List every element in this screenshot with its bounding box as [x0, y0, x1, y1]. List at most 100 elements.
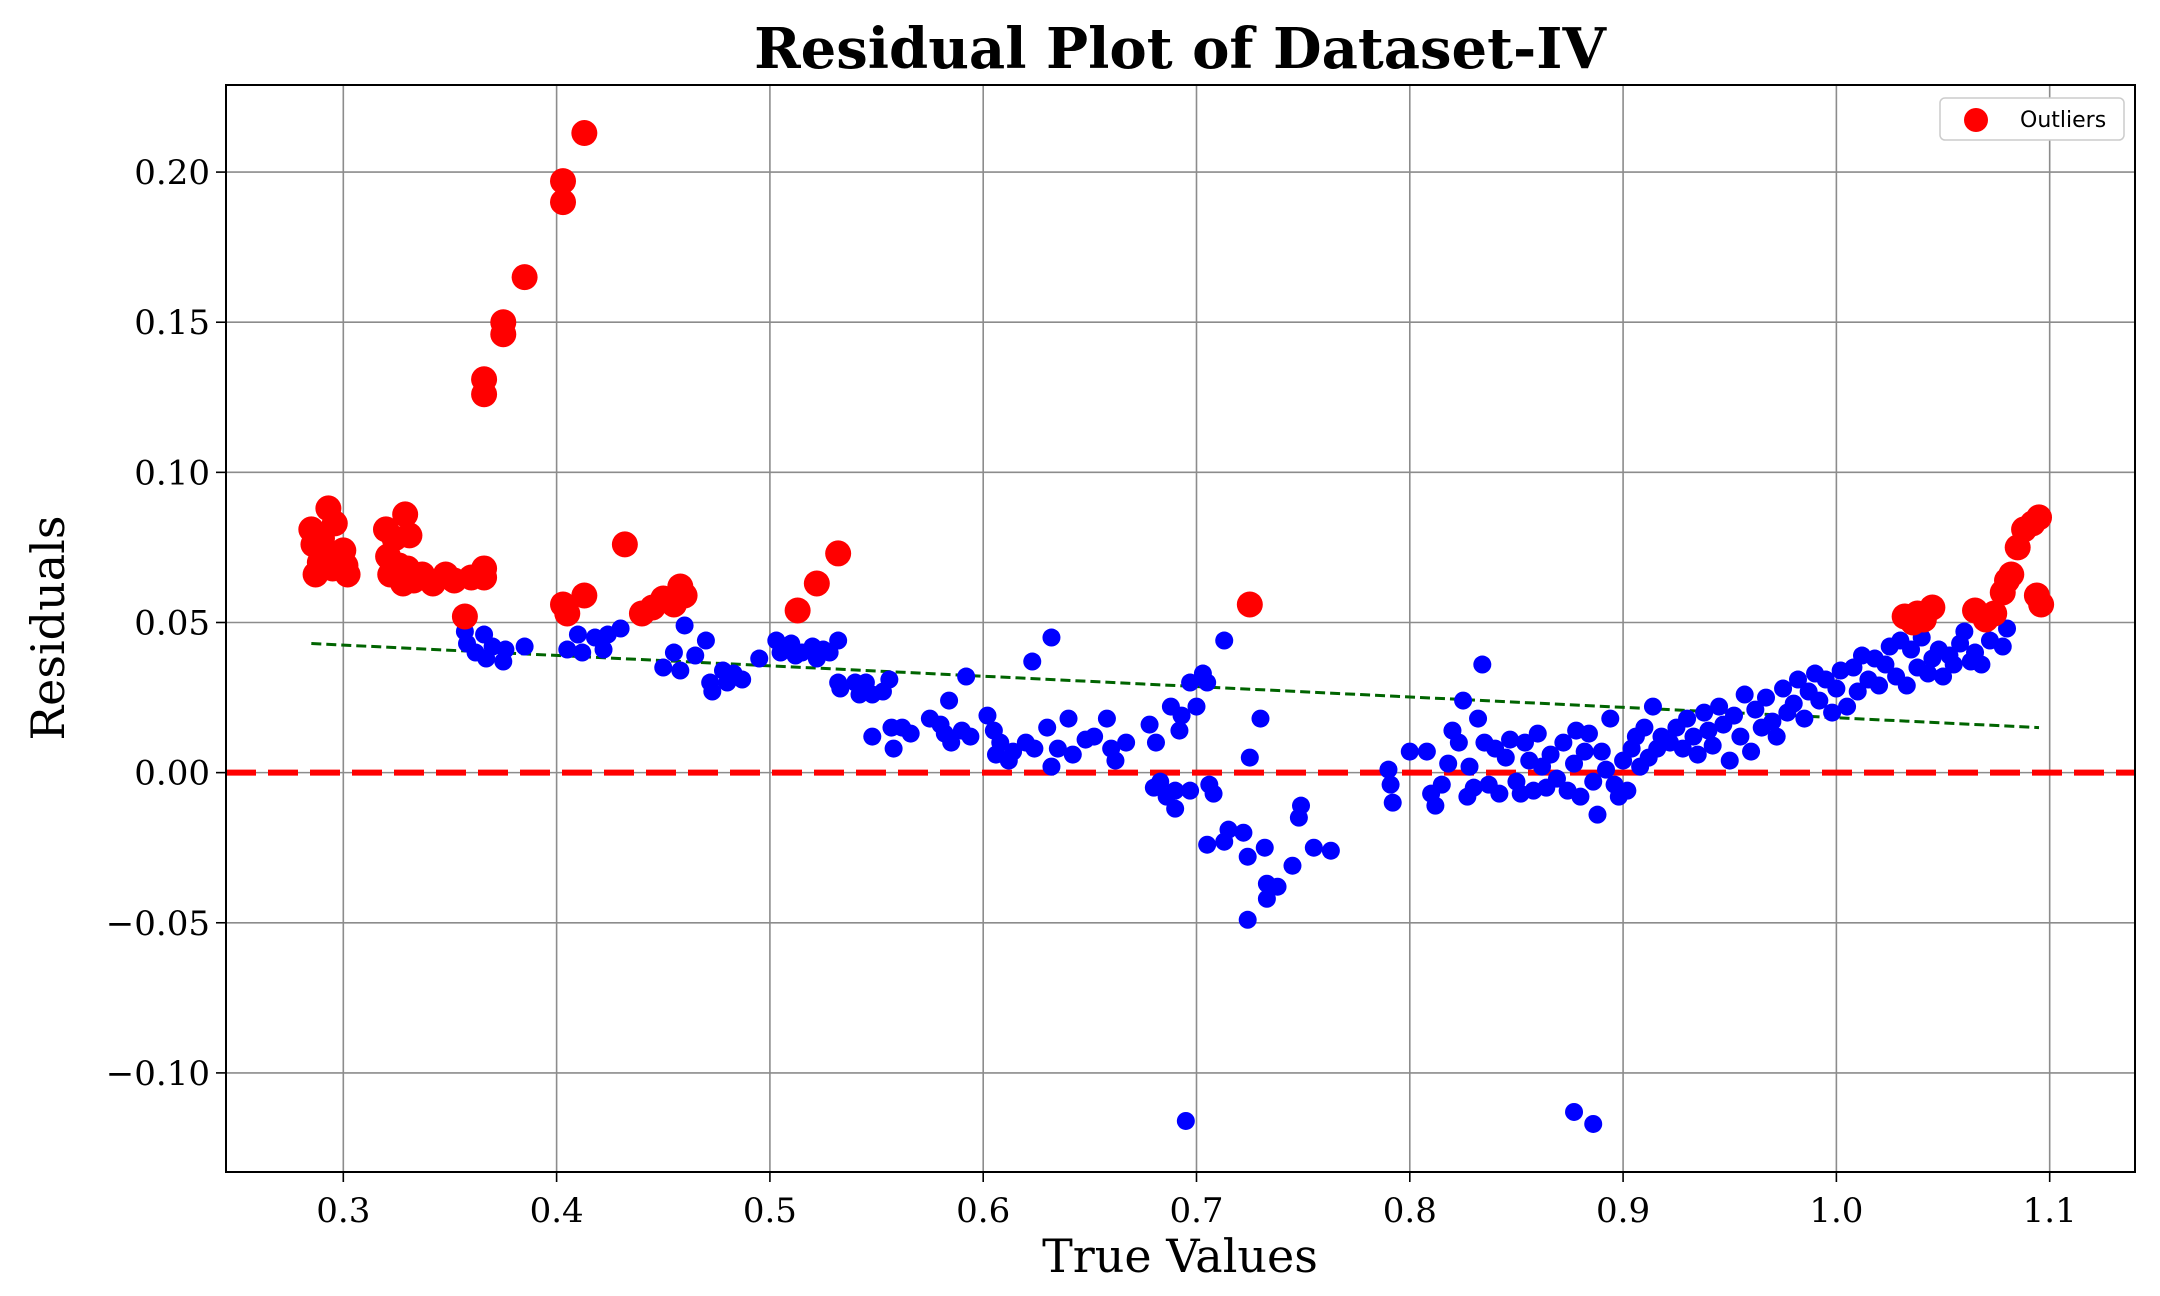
- inlier-point: [1251, 709, 1270, 728]
- inlier-point: [1198, 835, 1217, 854]
- inlier-point: [515, 637, 534, 656]
- inlier-point: [573, 643, 592, 662]
- inlier-point: [1972, 655, 1991, 674]
- inlier-point: [1541, 745, 1560, 764]
- inlier-point: [1490, 784, 1509, 803]
- inlier-point: [1601, 709, 1620, 728]
- inlier-point: [978, 706, 997, 725]
- inlier-point: [1240, 748, 1259, 767]
- inlier-point: [1146, 733, 1165, 752]
- outlier-point: [550, 189, 577, 216]
- inlier-point: [1204, 784, 1223, 803]
- inlier-point: [1166, 781, 1185, 800]
- inlier-point: [558, 640, 577, 659]
- inlier-point: [1439, 754, 1458, 773]
- inlier-point: [1464, 778, 1483, 797]
- inlier-point: [1238, 910, 1257, 929]
- inlier-point: [1400, 742, 1419, 761]
- y-axis-ticks: −0.10 −0.05 0.00 0.05 0.10 0.15 0.20: [106, 153, 226, 1094]
- inlier-point: [686, 646, 705, 665]
- inlier-point: [1172, 706, 1191, 725]
- x-tick-label: 0.3: [316, 1191, 370, 1231]
- inlier-point: [1584, 772, 1603, 791]
- y-tick-label: −0.05: [106, 904, 210, 944]
- inlier-point: [1788, 670, 1807, 689]
- inlier-point: [1496, 748, 1515, 767]
- inlier-point: [1528, 724, 1547, 743]
- inlier-point: [1449, 733, 1468, 752]
- inlier-point: [1383, 793, 1402, 812]
- outlier-point: [550, 168, 577, 195]
- outlier-point: [1998, 561, 2025, 588]
- inlier-point: [696, 631, 715, 650]
- inlier-point: [1460, 757, 1479, 776]
- x-tick-label: 0.6: [956, 1191, 1010, 1231]
- inlier-point: [1025, 739, 1044, 758]
- inlier-point: [1283, 856, 1302, 875]
- inlier-point: [750, 649, 769, 668]
- inlier-point: [1618, 781, 1637, 800]
- plot-frame: [225, 84, 2136, 1173]
- x-tick-label: 1.0: [1809, 1191, 1863, 1231]
- inlier-point: [1720, 751, 1739, 770]
- outlier-point: [1236, 591, 1263, 618]
- outlier-point: [321, 510, 348, 537]
- inlier-point: [1473, 655, 1492, 674]
- inlier-point: [942, 733, 961, 752]
- inlier-point: [1688, 745, 1707, 764]
- legend-outlier-marker: [1964, 108, 1988, 132]
- inlier-point: [1870, 676, 1889, 695]
- inlier-point: [1571, 787, 1590, 806]
- outlier-point: [803, 570, 830, 597]
- outlier-point: [611, 531, 638, 558]
- outlier-point: [471, 381, 498, 408]
- inlier-point: [1048, 739, 1067, 758]
- inlier-point: [1795, 709, 1814, 728]
- inlier-point: [1695, 703, 1714, 722]
- inlier-point: [1774, 679, 1793, 698]
- inlier-point: [733, 670, 752, 689]
- inlier-point: [1063, 745, 1082, 764]
- outlier-point: [2028, 591, 2055, 618]
- y-tick-label: 0.20: [134, 153, 210, 193]
- inlier-point: [1643, 697, 1662, 716]
- inlier-point: [1684, 727, 1703, 746]
- inlier-point: [1731, 727, 1750, 746]
- inlier-point: [991, 733, 1010, 752]
- inlier-point: [1042, 757, 1061, 776]
- inlier-point: [1897, 676, 1916, 695]
- inlier-point: [1176, 1111, 1195, 1130]
- inlier-point: [1993, 637, 2012, 656]
- inlier-point: [1417, 742, 1436, 761]
- inlier-point: [1106, 751, 1125, 770]
- inlier-point: [829, 631, 848, 650]
- inlier-point: [1038, 718, 1057, 737]
- inlier-point: [1565, 754, 1584, 773]
- outlier-point: [392, 501, 419, 528]
- outlier-point: [784, 597, 811, 624]
- inlier-point: [1998, 619, 2017, 638]
- inlier-point: [1255, 838, 1274, 857]
- outlier-point: [490, 321, 517, 348]
- inlier-point: [664, 643, 683, 662]
- inlier-point: [1166, 799, 1185, 818]
- outlier-point: [1981, 600, 2008, 627]
- inlier-point: [1699, 721, 1718, 740]
- inlier-point: [1140, 715, 1159, 734]
- outlier-point: [1919, 594, 1946, 621]
- inlier-point: [884, 739, 903, 758]
- inlier-point: [1756, 688, 1775, 707]
- inlier-point: [1198, 673, 1217, 692]
- inlier-point: [496, 640, 515, 659]
- inlier-point: [1501, 730, 1520, 749]
- inlier-point: [1827, 679, 1846, 698]
- inlier-point: [1151, 772, 1170, 791]
- inlier-point: [1469, 709, 1488, 728]
- inlier-point: [1810, 691, 1829, 710]
- inlier-point: [1565, 1102, 1584, 1121]
- inlier-point: [1673, 739, 1692, 758]
- legend: Outliers: [1939, 97, 2125, 141]
- inlier-point: [1257, 889, 1276, 908]
- inlier-point: [1059, 709, 1078, 728]
